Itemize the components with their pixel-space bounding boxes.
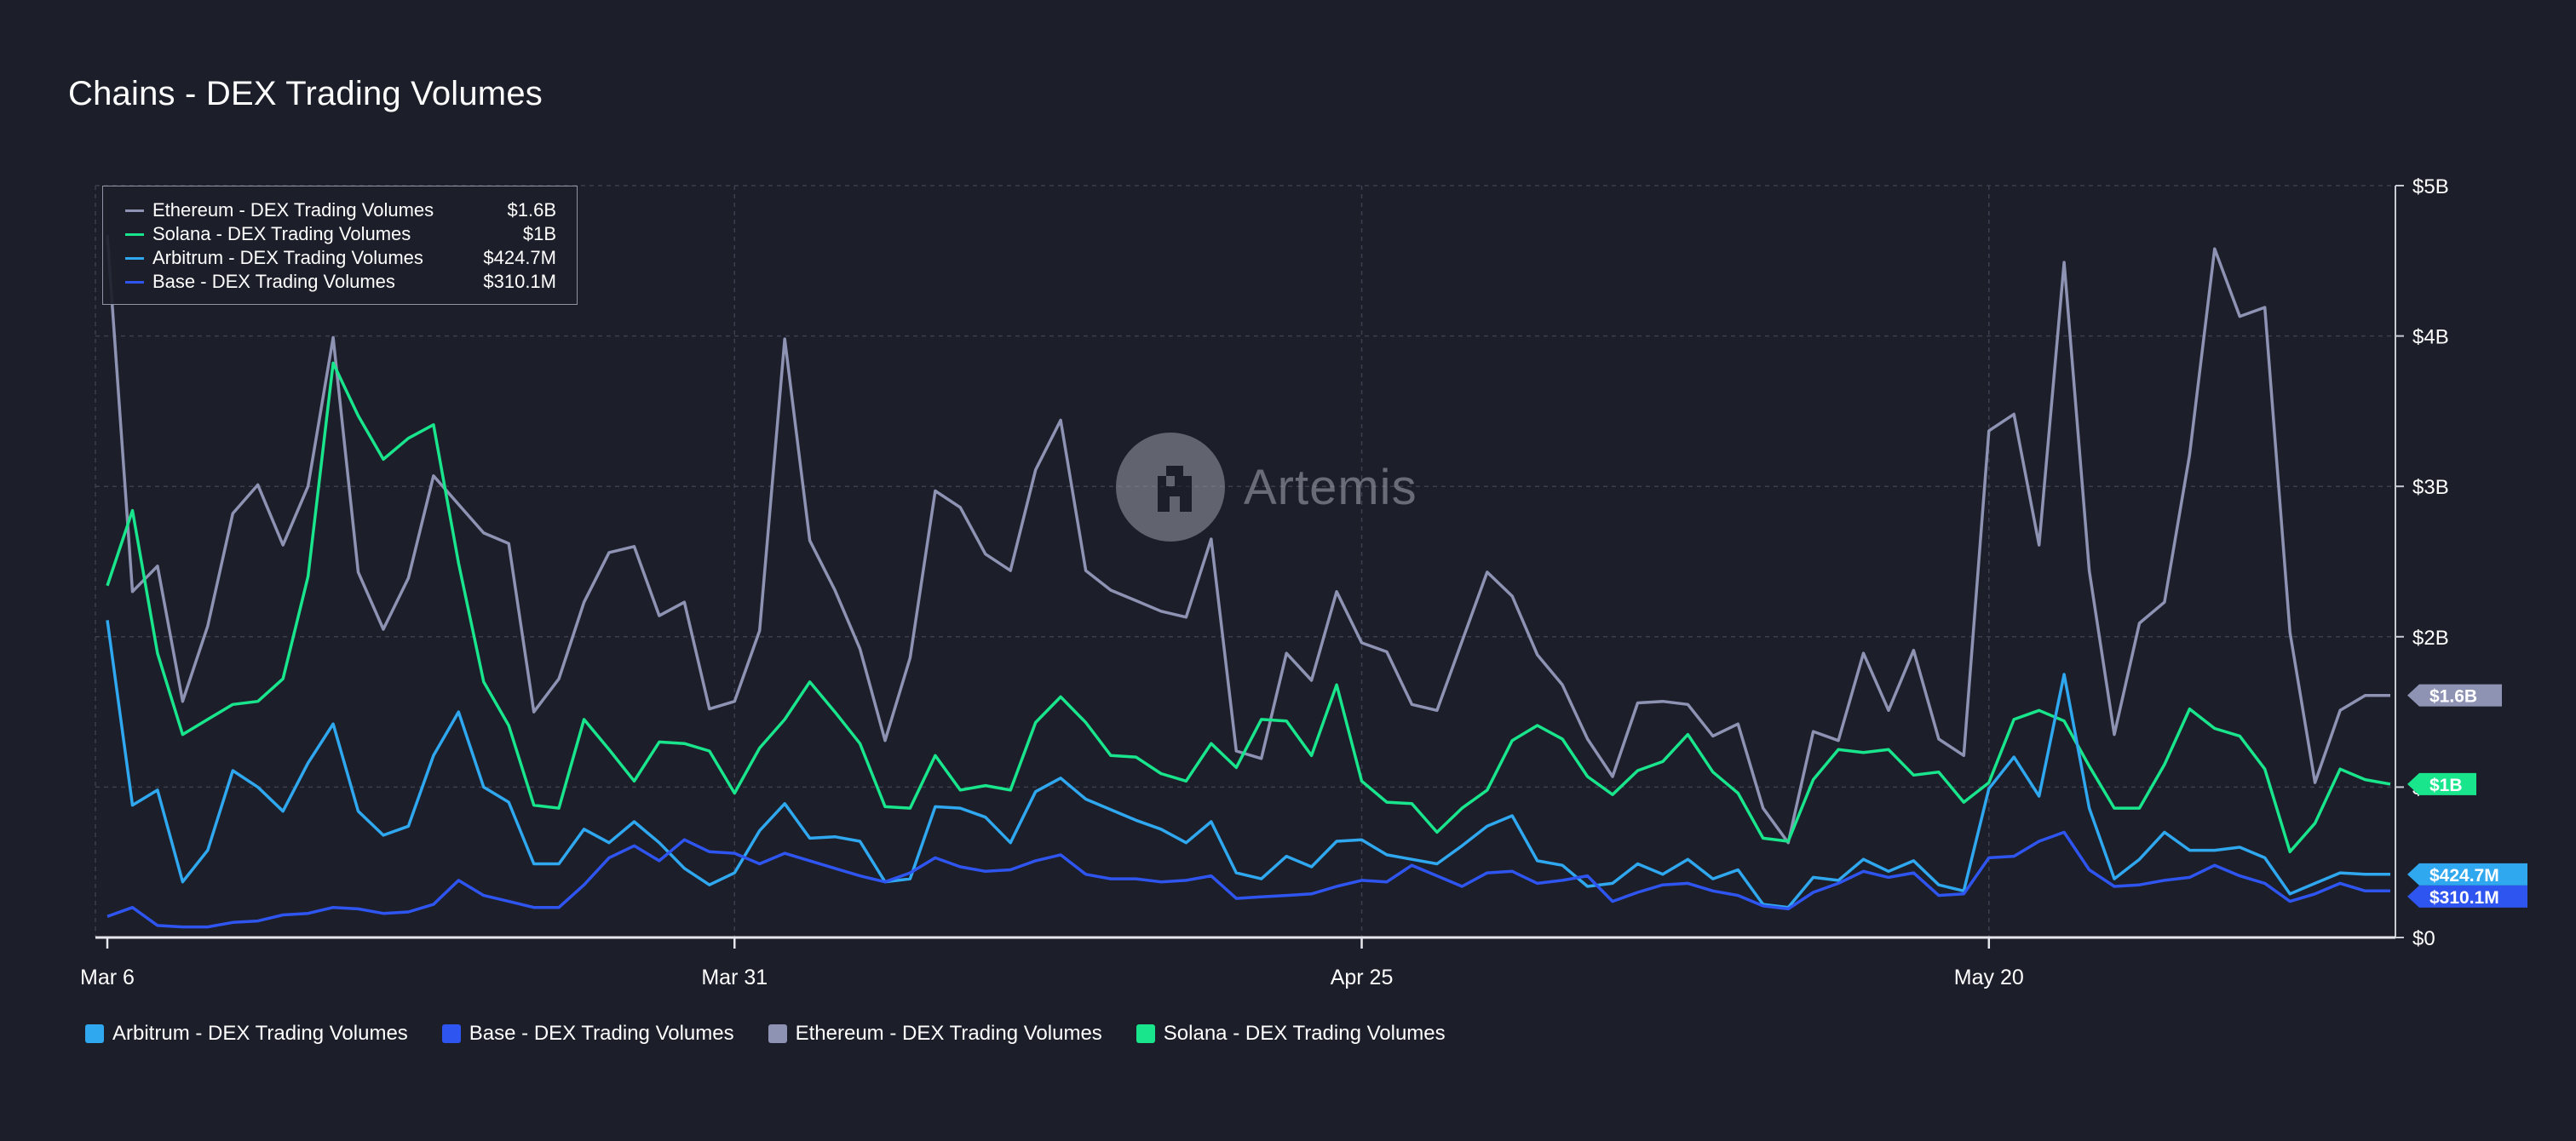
legend-label: Ethereum - DEX Trading Volumes xyxy=(795,1022,1102,1045)
legend-item[interactable]: Ethereum - DEX Trading Volumes xyxy=(768,1022,1102,1046)
series-line-solana[interactable] xyxy=(106,361,2391,854)
svg-text:$424.7M: $424.7M xyxy=(2429,866,2499,886)
tooltip-panel: Ethereum - DEX Trading Volumes $1.6B Sol… xyxy=(102,186,578,305)
x-tick-label: Mar 31 xyxy=(701,966,768,989)
tooltip-series-value: $1.6B xyxy=(507,199,557,221)
end-label-base: $310.1M xyxy=(2407,885,2527,908)
legend-label: Base - DEX Trading Volumes xyxy=(469,1022,734,1045)
artemis-watermark: Artemis xyxy=(1116,433,1417,542)
svg-text:$1.6B: $1.6B xyxy=(2429,687,2477,707)
watermark-text: Artemis xyxy=(1244,459,1417,515)
tooltip-series-value: $1B xyxy=(522,223,556,244)
series-line-ethereum[interactable] xyxy=(106,235,2390,845)
legend-item[interactable]: Base - DEX Trading Volumes xyxy=(441,1022,734,1046)
chart-legend: Arbitrum - DEX Trading Volumes Base - DE… xyxy=(85,1022,1446,1046)
legend-item[interactable]: Arbitrum - DEX Trading Volumes xyxy=(85,1022,408,1046)
svg-text:$1B: $1B xyxy=(2429,776,2463,795)
x-axis: Mar 6 Mar 31 Apr 25 May 20 xyxy=(80,936,2395,989)
y-tick-label: $4B xyxy=(2412,326,2449,349)
end-label-solana: $1B xyxy=(2407,772,2476,795)
tooltip-series-line xyxy=(125,280,144,284)
tooltip-series-line xyxy=(125,232,144,236)
end-labels: $1.6B $1B $424.7M$310.1M xyxy=(2407,684,2527,908)
tooltip-series-value: $424.7M xyxy=(483,247,556,268)
legend-swatch xyxy=(768,1024,787,1043)
legend-label: Solana - DEX Trading Volumes xyxy=(1163,1022,1446,1045)
x-tick-label: Mar 6 xyxy=(80,966,135,989)
tooltip-row: Base - DEX Trading Volumes $310.1M xyxy=(125,270,556,294)
end-label-ethereum: $1.6B xyxy=(2407,684,2502,707)
x-tick-label: Apr 25 xyxy=(1331,966,1394,989)
grid-lines xyxy=(95,185,2395,937)
tooltip-series-value: $310.1M xyxy=(483,271,556,292)
y-tick-label: $0 xyxy=(2412,927,2435,950)
tooltip-row: Arbitrum - DEX Trading Volumes $424.7M xyxy=(125,246,556,270)
end-label-arbitrum: $424.7M xyxy=(2407,863,2527,886)
y-tick-label: $3B xyxy=(2412,476,2449,499)
tooltip-series-name: Ethereum - DEX Trading Volumes xyxy=(152,199,434,221)
legend-swatch xyxy=(441,1024,461,1043)
series-line-base[interactable] xyxy=(106,830,2390,929)
legend-swatch xyxy=(85,1024,104,1043)
tooltip-row: Ethereum - DEX Trading Volumes $1.6B xyxy=(125,198,556,222)
tooltip-series-name: Base - DEX Trading Volumes xyxy=(152,271,395,292)
tooltip-series-line xyxy=(125,209,144,212)
y-axis: $0$1B$2B$3B$4B$5B xyxy=(2395,175,2449,950)
tooltip-series-name: Arbitrum - DEX Trading Volumes xyxy=(152,247,423,268)
y-tick-label: $2B xyxy=(2412,627,2449,650)
y-tick-label: $5B xyxy=(2412,175,2449,198)
legend-item[interactable]: Solana - DEX Trading Volumes xyxy=(1136,1022,1446,1046)
series-layer xyxy=(106,235,2391,929)
svg-text:$310.1M: $310.1M xyxy=(2429,888,2499,908)
tooltip-series-line xyxy=(125,256,144,260)
x-tick-label: May 20 xyxy=(1954,966,2024,989)
legend-label: Arbitrum - DEX Trading Volumes xyxy=(112,1022,408,1045)
artemis-logo-icon xyxy=(1116,433,1225,542)
series-line-arbitrum[interactable] xyxy=(106,620,2390,909)
page-title: Chains - DEX Trading Volumes xyxy=(68,75,543,112)
tooltip-series-name: Solana - DEX Trading Volumes xyxy=(152,223,411,244)
tooltip-row: Solana - DEX Trading Volumes $1B xyxy=(125,222,556,246)
legend-swatch xyxy=(1136,1024,1155,1043)
